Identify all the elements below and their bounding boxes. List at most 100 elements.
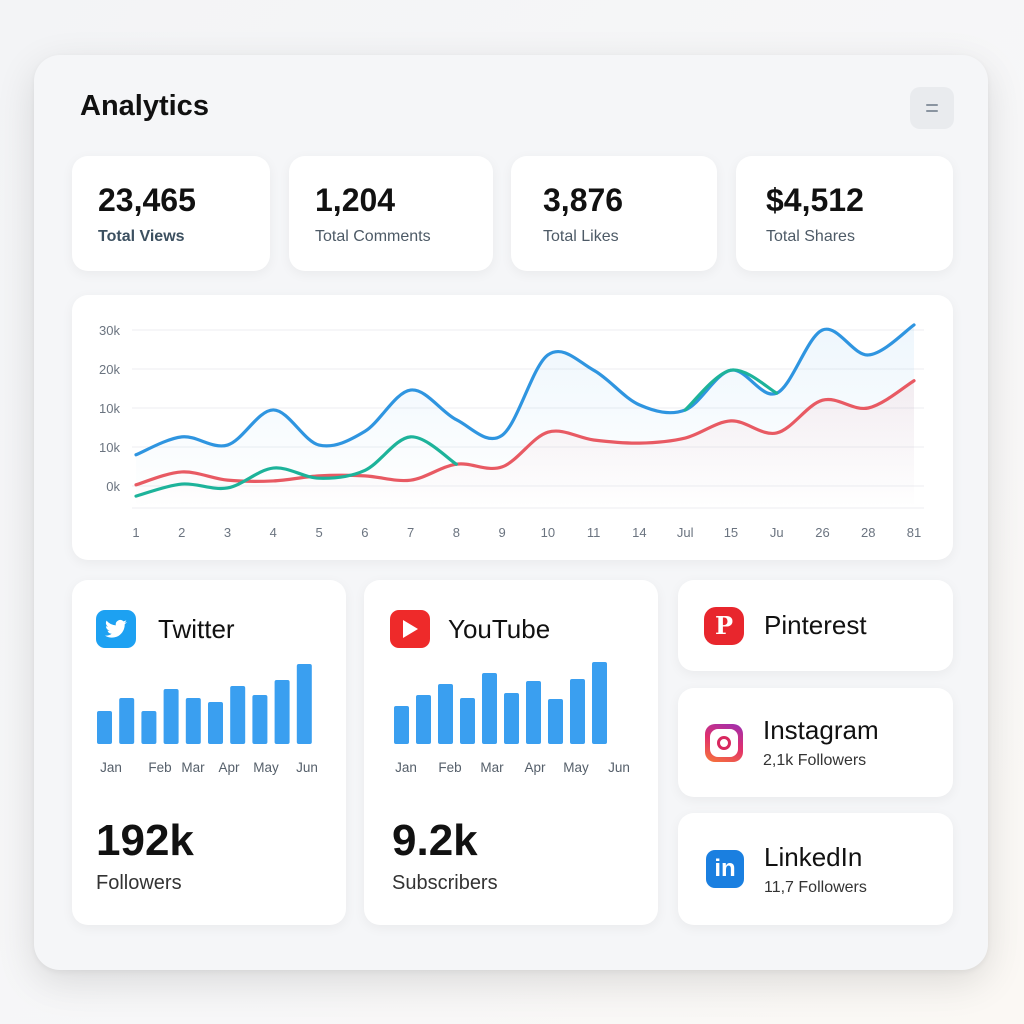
instagram-count: 2,1k [763,752,794,769]
stat-card-views[interactable]: 23,465 Total Views [72,156,270,271]
bar [230,686,246,744]
bar [438,684,453,744]
stat-value: 23,465 [98,182,196,218]
x-tick-label: 4 [270,525,277,540]
x-tick-label: 15 [724,525,738,540]
x-tick-label: 2 [178,525,185,540]
x-tick-label: 28 [861,525,875,540]
line-chart-card: 0k 10k 10k 20k 30k 1 2 3 4 5 6 7 8 9 10 11 14 Jul 15 Ju 26 28… [72,295,953,560]
stat-card-comments[interactable]: 1,204 Total Comments [289,156,493,271]
bar [460,698,475,744]
series-line-1 [134,435,458,498]
x-tick-label: 81 [907,525,921,540]
stat-label: Total Likes [543,228,619,245]
pinterest-card[interactable]: P Pinterest [678,580,953,671]
youtube-bar-chart: Jan Feb Mar Apr May Jun [394,662,630,775]
bar [416,695,431,744]
linkedin-count: 11,7 [764,878,794,896]
bar [185,698,201,744]
month-label: Jan [100,760,122,775]
bar [296,664,312,744]
linkedin-card[interactable]: in LinkedIn 11,7 Followers [678,813,953,925]
stat-card-likes[interactable]: 3,876 Total Likes [511,156,717,271]
stat-label: Total Comments [315,228,431,245]
y-tick-label: 10k [99,401,120,416]
instagram-card[interactable]: Instagram 2,1k Followers [678,688,953,797]
pinterest-name: Pinterest [764,610,867,640]
bar [163,689,179,744]
bar [526,681,541,744]
month-label: Jun [296,760,318,775]
twitter-bar-chart: Jan Feb Mar Apr May Jun [97,664,318,775]
page-title: Analytics [80,90,209,122]
bar [504,693,519,744]
series-line-1 [683,368,779,412]
twitter-name: Twitter [158,613,235,644]
x-tick-label: 11 [587,525,601,540]
x-tick-label: 7 [407,525,414,540]
y-tick-label: 30k [99,323,120,338]
linkedin-label: Followers [798,878,867,896]
month-label: Feb [438,760,461,775]
stat-label: Total Views [98,228,185,245]
bar [252,695,268,744]
bar [119,698,135,744]
month-label: Jan [395,760,417,775]
x-tick-label: 6 [361,525,368,540]
twitter-icon [96,610,136,648]
pinterest-icon: P [704,606,744,645]
bar [274,680,290,744]
stat-value: 3,876 [543,182,624,218]
bar [482,673,497,744]
series-line-0 [134,323,916,457]
x-tick-label: 9 [499,525,506,540]
bar [97,711,112,744]
month-label: Mar [181,760,205,775]
twitter-followers-label: Followers [96,872,182,894]
y-tick-label: 0k [106,479,120,494]
hamburger-icon [926,104,938,106]
stat-value: $4,512 [766,182,864,218]
stat-card-shares[interactable]: $4,512 Total Shares [736,156,953,271]
x-tick-label: Jul [677,525,694,540]
x-tick-label: Ju [770,525,784,540]
instagram-label: Followers [797,752,867,769]
x-tick-label: 26 [815,525,829,540]
x-tick-label: 1 [132,525,139,540]
hamburger-icon-line [926,110,938,112]
month-label: May [253,760,279,775]
youtube-name: YouTube [448,613,551,644]
youtube-icon [390,610,430,648]
youtube-subscribers-value: 9.2k [392,816,478,865]
x-tick-label: 5 [315,525,322,540]
x-tick-label: 3 [224,525,231,540]
youtube-card[interactable]: YouTube Jan Feb Mar Apr May Jun 9.2k Subscrib… [364,580,658,925]
bar [592,662,607,744]
bar [141,711,157,744]
month-label: Feb [148,760,171,775]
instagram-icon [705,723,743,762]
month-label: Jun [608,760,630,775]
month-label: Apr [218,760,240,775]
linkedin-name: LinkedIn [764,841,863,872]
stat-value: 1,204 [315,182,396,218]
twitter-followers-value: 192k [96,816,194,865]
stat-label: Total Shares [766,228,855,245]
menu-button[interactable] [910,87,954,129]
month-label: Apr [524,760,546,775]
bar [548,699,563,744]
line-chart: 0k 10k 10k 20k 30k 1 2 3 4 5 6 7 8 9 10 11 14 Jul 15 Ju 26 28… [99,323,924,540]
twitter-card[interactable]: Twitter Jan Feb Mar Apr May Jun 192k Follower… [72,580,346,925]
series-line-2 [134,379,916,487]
bar [208,702,223,744]
y-tick-label: 20k [99,362,120,377]
instagram-name: Instagram [763,715,879,745]
linkedin-icon: in [706,850,744,888]
month-label: May [563,760,589,775]
x-tick-label: 8 [453,525,460,540]
x-tick-label: 14 [632,525,646,540]
month-label: Mar [480,760,504,775]
x-tick-label: 10 [541,525,555,540]
y-tick-label: 10k [99,440,120,455]
youtube-subscribers-label: Subscribers [392,872,498,894]
